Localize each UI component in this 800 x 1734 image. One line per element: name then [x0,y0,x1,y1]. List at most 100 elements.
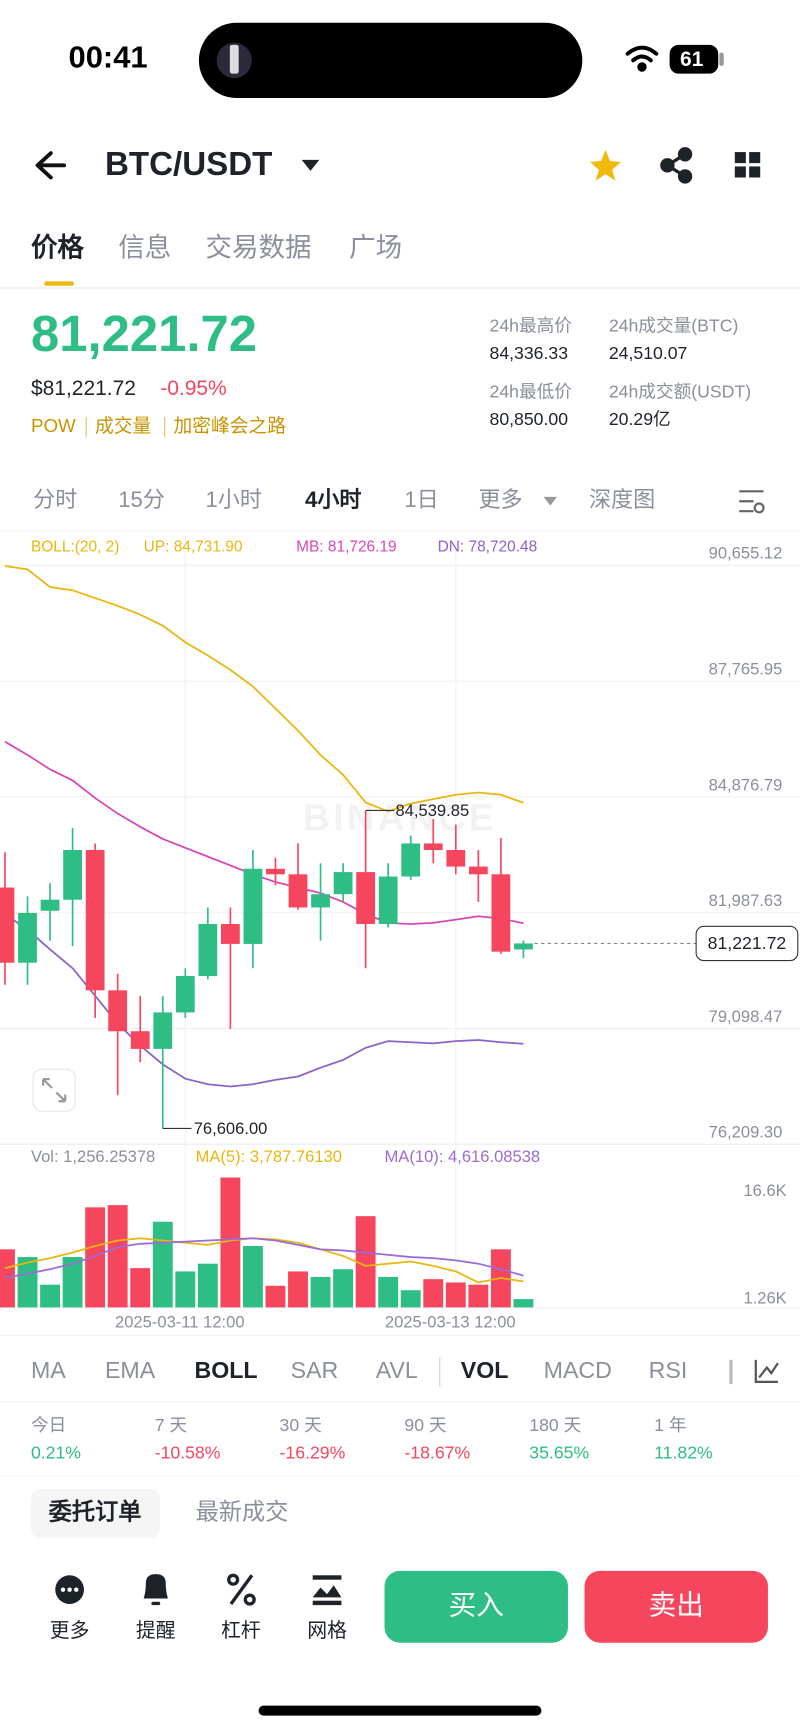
action-label[interactable]: 提醒 [136,1620,176,1642]
volume-bar [242,1246,263,1308]
period-label: 30 天 [280,1415,323,1435]
battery [669,44,719,74]
home-indicator [258,1705,542,1716]
volume-bar [40,1284,60,1308]
sell-label[interactable]: 卖出 [649,1590,704,1621]
stat-value: 80,850.00 [490,409,569,429]
candle-body [333,872,353,895]
back-button[interactable] [35,151,67,180]
volume-title: Vol: 1,256.25378 [31,1147,155,1166]
y-tick-label: 16.6K [743,1181,786,1200]
candle-body [311,894,330,908]
indicator-settings[interactable] [754,1359,779,1384]
expand-button[interactable] [32,1068,76,1112]
action-label[interactable]: 杠杆 [221,1620,261,1642]
interval-tab[interactable]: 1日 [404,487,438,512]
volume-bar [310,1276,331,1308]
x-tick-label: 2025-03-13 12:00 [385,1313,516,1332]
indicator-tab[interactable]: MACD [544,1357,612,1383]
tag[interactable]: 加密峰会之路 [173,415,286,436]
pair-dropdown[interactable] [301,159,320,171]
interval-tab[interactable]: 4小时 [305,487,361,512]
volume-bar [288,1271,308,1308]
candle-body [514,943,533,950]
watermark: BINANCE [303,797,497,839]
volume-bar [107,1205,128,1308]
volume-bar [197,1263,218,1308]
indicator-tab[interactable]: AVL [376,1357,418,1383]
y-tick-label: 87,765.95 [709,659,783,678]
period-label: 90 天 [404,1415,447,1435]
candle-body [153,1012,173,1049]
battery-nub [719,52,724,66]
candle-body [63,850,82,900]
share-button[interactable] [660,147,693,184]
candle-body [0,887,15,963]
action-label[interactable]: 更多 [50,1620,90,1642]
indicator-tab[interactable]: SAR [291,1357,339,1383]
tab[interactable]: 广场 [349,232,402,262]
interval-tab[interactable]: 15分 [118,487,165,512]
stat-value: 24,510.07 [609,343,688,363]
alert-icon[interactable] [143,1574,168,1606]
action-label[interactable]: 网格 [307,1620,347,1642]
fiat-price: $81,221.72 [31,377,136,400]
layout-button[interactable] [734,152,761,178]
candle-body [130,1031,150,1049]
interval-tab[interactable]: 更多 [478,487,522,512]
period-label: 180 天 [529,1415,581,1435]
interval-tab[interactable]: 1小时 [206,487,262,512]
tab[interactable]: 信息 [118,232,171,262]
flashlight-icon [216,42,252,79]
indicator-tab[interactable]: RSI [649,1357,688,1383]
candle-body [423,843,443,851]
favorite-star[interactable] [590,149,621,181]
buy-button[interactable] [384,1570,568,1643]
indicator-tab[interactable]: EMA [105,1357,156,1383]
more-icon[interactable] [55,1575,84,1605]
order-tab[interactable]: 委托订单 [48,1499,142,1525]
stat-label: 24h成交额(USDT) [609,382,751,402]
candle-body [220,924,240,944]
tag[interactable]: 成交量 [95,415,151,436]
interval-tab[interactable]: 深度图 [589,487,655,512]
buy-label[interactable]: 买入 [449,1590,504,1621]
stat-label: 24h最低价 [490,382,573,402]
wifi-icon [625,45,659,72]
tab[interactable]: 价格 [31,232,84,262]
more-dropdown[interactable] [543,496,557,506]
candle-body [401,843,421,877]
volume-bar [265,1285,286,1308]
indicator-tab[interactable]: BOLL [194,1357,257,1383]
candle-body [198,924,218,976]
volume-bar [17,1257,38,1308]
sell-button[interactable] [584,1570,768,1643]
candle-body [243,868,263,944]
active-order-tab-bg [30,1489,161,1538]
chart-settings[interactable] [739,490,765,514]
candle-body [491,874,511,952]
tab[interactable]: 交易数据 [206,232,312,262]
period-label: 今日 [31,1415,66,1435]
legend-entry: DN: 78,720.48 [438,539,538,556]
interval-tab[interactable]: 分时 [33,487,77,512]
last-price-label: 81,221.72 [708,933,787,953]
indicator-tab[interactable]: MA [31,1357,66,1383]
high-label: 84,539.85 [395,801,469,820]
stat-value: 20.29亿 [609,409,671,429]
candle-body [468,866,488,875]
indicator-tab[interactable]: VOL [461,1357,509,1383]
tag[interactable]: POW [31,415,76,436]
volume-bar [175,1271,196,1308]
more-indicators-edge [729,1359,733,1385]
leverage-icon[interactable] [227,1573,256,1606]
order-tab[interactable]: 最新成交 [196,1499,289,1525]
active-tab-underline [44,281,75,286]
volume-bar [513,1299,534,1308]
candle-body [18,912,37,963]
pair-title[interactable]: BTC/USDT [105,146,272,183]
grid-icon[interactable] [312,1575,342,1606]
status-time: 00:41 [69,39,148,74]
